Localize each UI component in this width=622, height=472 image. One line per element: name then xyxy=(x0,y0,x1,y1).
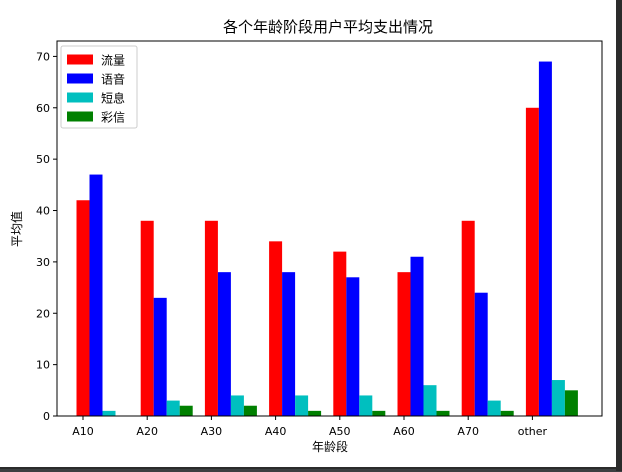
bar-a40-2 xyxy=(295,395,309,416)
legend-swatch-0 xyxy=(67,54,93,65)
y-tick-label: 40 xyxy=(36,205,50,218)
bar-a30-3 xyxy=(243,405,257,416)
legend-box xyxy=(60,45,138,129)
legend-swatch-2 xyxy=(67,92,93,103)
y-tick-label: 10 xyxy=(36,359,50,372)
bar-a70-3 xyxy=(500,410,514,416)
bar-a10-0 xyxy=(76,200,90,416)
x-axis-ticks: A10 A20 A30 A40 A50 A60 A70 other xyxy=(72,416,548,438)
y-tick-label: 30 xyxy=(36,256,50,269)
bar-a20-1 xyxy=(153,297,167,416)
x-tick-label: A40 xyxy=(265,425,287,438)
y-tick-label: 20 xyxy=(36,307,50,320)
bar-a60-3 xyxy=(436,410,450,416)
y-tick-label: 0 xyxy=(43,410,50,423)
window-edge xyxy=(616,0,622,471)
bar-a50-0 xyxy=(333,251,347,416)
bar-a60-0 xyxy=(397,272,411,416)
x-tick-label: A30 xyxy=(201,425,223,438)
bar-a70-2 xyxy=(487,400,501,416)
x-tick-label: A20 xyxy=(136,425,158,438)
legend-label-0: 流量 xyxy=(101,54,125,68)
x-tick-label: A60 xyxy=(393,425,415,438)
x-axis-label: 年龄段 xyxy=(312,439,348,454)
bar-chart: 各个年龄阶段用户平均支出情况 0 10 20 30 40 50 60 70 A10 A20 A30… xyxy=(9,18,603,454)
plot-area-frame xyxy=(56,40,603,417)
bar-other-3 xyxy=(564,390,578,416)
bar-other-0 xyxy=(525,107,539,416)
bar-a60-2 xyxy=(423,385,437,416)
bars-group xyxy=(76,61,578,417)
legend-label-3: 彩信 xyxy=(101,111,125,125)
bar-a40-1 xyxy=(282,272,296,416)
bar-a30-1 xyxy=(217,272,231,416)
chart-title: 各个年龄阶段用户平均支出情况 xyxy=(223,18,433,36)
bar-a30-2 xyxy=(230,395,244,416)
bar-a20-3 xyxy=(179,405,193,416)
bar-a40-3 xyxy=(308,410,322,416)
legend-label-1: 语音 xyxy=(101,72,125,87)
legend-swatch-1 xyxy=(67,73,93,84)
bar-a40-0 xyxy=(269,241,283,416)
bar-a50-2 xyxy=(359,395,373,416)
x-tick-label: other xyxy=(518,425,548,438)
bar-a50-3 xyxy=(372,410,386,416)
bar-a70-0 xyxy=(461,220,475,416)
y-tick-label: 70 xyxy=(36,50,50,63)
y-axis-label: 平均值 xyxy=(9,211,24,247)
x-tick-label: A50 xyxy=(329,425,351,438)
bar-a70-1 xyxy=(474,292,488,416)
bar-other-1 xyxy=(538,61,552,417)
y-tick-label: 60 xyxy=(36,102,50,115)
bar-a10-1 xyxy=(89,174,103,416)
bar-a50-1 xyxy=(346,277,360,416)
legend-label-2: 短息 xyxy=(101,91,125,106)
legend-swatch-3 xyxy=(67,111,93,122)
bar-a60-1 xyxy=(410,256,424,416)
bar-a20-2 xyxy=(166,400,180,416)
bar-a20-0 xyxy=(140,220,154,416)
x-tick-label: A10 xyxy=(72,425,94,438)
bar-other-2 xyxy=(551,380,565,416)
y-axis-ticks: 0 10 20 30 40 50 60 70 xyxy=(36,50,57,423)
bar-a10-2 xyxy=(102,410,116,416)
bar-a30-0 xyxy=(204,220,218,416)
x-tick-label: A70 xyxy=(457,425,479,438)
y-tick-label: 50 xyxy=(36,153,50,166)
